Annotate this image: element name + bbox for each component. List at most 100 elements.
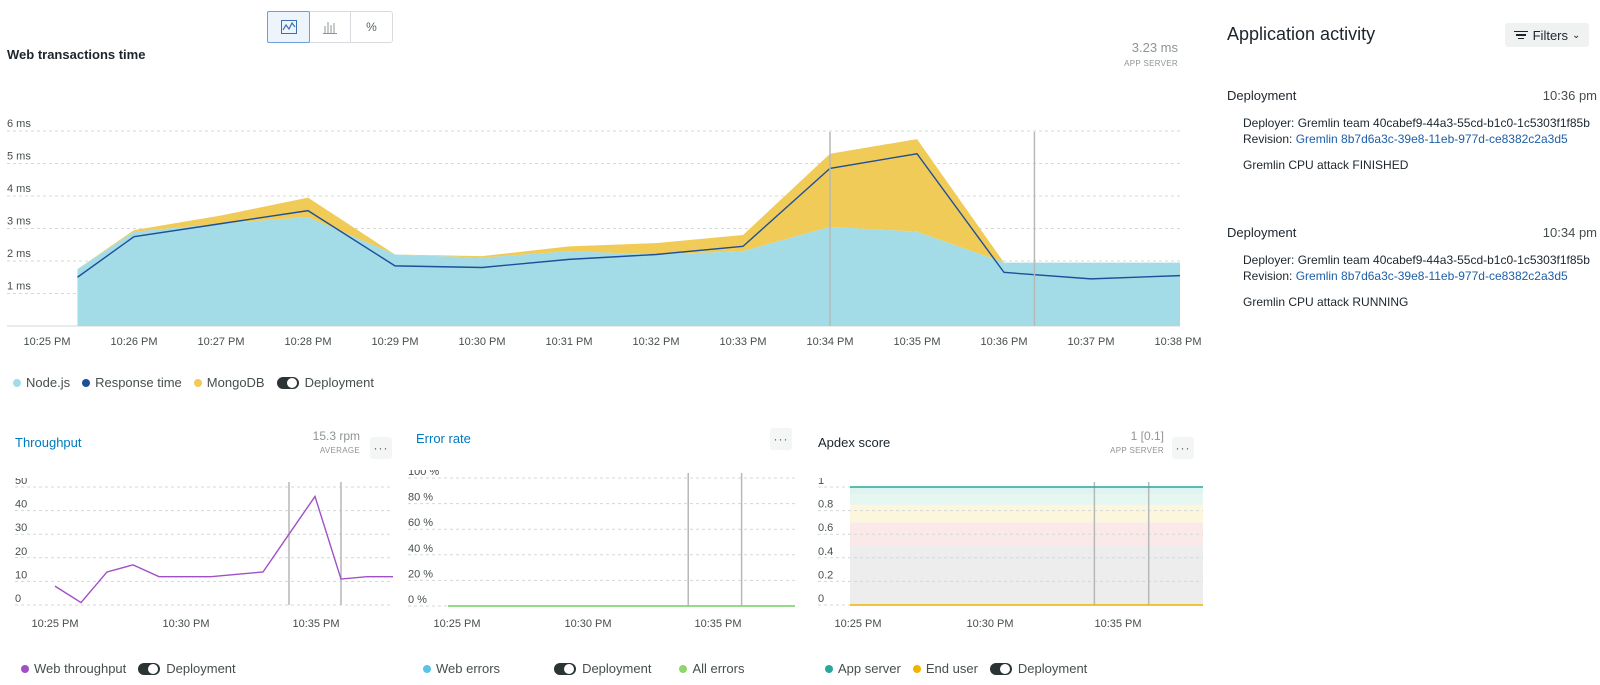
series-line (54, 494, 393, 604)
filters-button[interactable]: Filters ⌄ (1505, 23, 1589, 47)
x-tick-label: 10:36 PM (980, 336, 1027, 348)
y-tick-label: 100 % (408, 470, 439, 478)
nodejs-area (77, 217, 1181, 326)
legend-apdex-deployment[interactable]: Deployment (989, 661, 1087, 676)
x-tick-label: 10:38 PM (1154, 336, 1201, 348)
y-tick-label: 0 % (408, 594, 427, 606)
x-tick-label: 10:32 PM (632, 336, 679, 348)
line-chart-toggle[interactable] (267, 11, 310, 43)
mongodb-dot-icon (193, 378, 202, 387)
deployment-toggle-icon[interactable] (989, 662, 1012, 675)
apdex-band-fair (850, 522, 1203, 546)
y-tick-label: 0.4 (818, 546, 833, 558)
apdex-chart[interactable]: 0 0.2 0.4 0.6 0.8 1 10:25 PM 10:30 PM 10:35 PM (808, 478, 1208, 642)
apdex-band-good (850, 504, 1203, 523)
deployment-toggle-icon[interactable] (554, 662, 577, 675)
deployment-toggle-icon[interactable] (138, 662, 161, 675)
legend-mongodb[interactable]: MongoDB (193, 375, 265, 390)
y-tick-label: 20 % (408, 568, 433, 580)
apdex-legend: App server End user Deployment (825, 661, 1099, 676)
throughput-title[interactable]: Throughput (15, 435, 82, 450)
throughput-more-button[interactable]: ··· (370, 437, 392, 459)
apdex-band-excellent (850, 494, 1203, 505)
response-time-line (77, 152, 1181, 280)
event-revision: Revision: Gremlin 8b7d6a3c-39e8-11eb-977… (1243, 269, 1568, 283)
event-revision-link[interactable]: Gremlin 8b7d6a3c-39e8-11eb-977d-ce8382c2… (1295, 269, 1568, 283)
web-transactions-chart[interactable]: 1 ms 2 ms 3 ms 4 ms 5 ms 6 ms 10:25 PM 10:26 PM… (0, 110, 1205, 358)
x-tick-label: 10:31 PM (545, 336, 592, 348)
x-tick-label: 10:30 PM (966, 618, 1013, 630)
throughput-chart[interactable]: 0 10 20 30 40 50 10:25 PM 10:30 PM 10:35 PM (0, 478, 395, 642)
x-tick-label: 10:27 PM (197, 336, 244, 348)
event-revision-link[interactable]: Gremlin 8b7d6a3c-39e8-11eb-977d-ce8382c2… (1295, 132, 1568, 146)
apdex-title: Apdex score (818, 435, 891, 450)
main-chart-legend: Node.js Response time MongoDB Deployment (13, 375, 386, 390)
throughput-legend: Web throughput Deployment (21, 661, 248, 676)
deployment-toggle-icon[interactable] (276, 376, 299, 389)
event-time: 10:36 pm (1542, 88, 1597, 103)
y-tick-label: 0.2 (818, 569, 833, 581)
apdex-more-button[interactable]: ··· (1172, 437, 1194, 459)
throughput-value-label: AVERAGE (319, 446, 360, 455)
legend-web-errors[interactable]: Web errors (423, 661, 500, 676)
bar-chart-toggle[interactable] (309, 12, 351, 42)
x-tick-label: 10:35 PM (292, 618, 339, 630)
y-tick-label: 6 ms (7, 118, 31, 130)
x-tick-label: 10:35 PM (1094, 618, 1141, 630)
x-tick-label: 10:35 PM (694, 618, 741, 630)
x-tick-label: 10:25 PM (834, 618, 881, 630)
web-errors-dot-icon (423, 664, 431, 673)
legend-app-server[interactable]: App server (825, 661, 901, 676)
event-time: 10:34 pm (1542, 225, 1597, 240)
activity-title: Application activity (1227, 24, 1376, 44)
legend-all-errors[interactable]: All errors (679, 661, 744, 676)
end-user-dot-icon (912, 664, 921, 673)
legend-deployment-toggle[interactable]: Deployment (276, 375, 374, 390)
legend-nodejs[interactable]: Node.js (13, 375, 70, 390)
error-rate-chart[interactable]: 0 % 20 % 40 % 60 % 80 % 100 % 10:25 PM 10:30 PM… (400, 470, 800, 642)
legend-response-time[interactable]: Response time (82, 375, 182, 390)
response-time-dot-icon (82, 378, 91, 387)
filter-icon (1513, 29, 1528, 42)
bar-chart-icon (322, 22, 337, 34)
legend-web-throughput[interactable]: Web throughput (21, 661, 126, 676)
error-rate-more-button[interactable]: ··· (770, 428, 792, 450)
app-server-dot-icon (825, 664, 833, 673)
line-chart-icon (280, 20, 297, 34)
x-tick-label: 10:25 PM (31, 618, 78, 630)
web-throughput-dot-icon (21, 664, 29, 673)
x-tick-label: 10:26 PM (110, 336, 157, 348)
x-tick-label: 10:25 PM (433, 618, 480, 630)
nodejs-dot-icon (13, 378, 21, 387)
x-tick-label: 10:33 PM (719, 336, 766, 348)
y-tick-label: 50 (15, 478, 27, 487)
x-tick-label: 10:35 PM (893, 336, 940, 348)
legend-error-deployment[interactable]: Deployment (554, 661, 651, 676)
activity-event[interactable]: Deployment 10:34 pm Deployer: Gremlin te… (1227, 225, 1597, 310)
y-tick-label: 80 % (408, 492, 433, 504)
x-tick-label: 10:28 PM (284, 336, 331, 348)
error-rate-title[interactable]: Error rate (416, 431, 471, 446)
y-tick-label: 30 (15, 522, 27, 534)
activity-event[interactable]: Deployment 10:36 pm Deployer: Gremlin te… (1227, 88, 1597, 173)
error-rate-legend: Web errors Deployment All errors (423, 661, 756, 676)
y-tick-label: 0.6 (818, 522, 833, 534)
event-deployer: Deployer: Gremlin team 40cabef9-44a3-55c… (1243, 116, 1590, 130)
event-status: Gremlin CPU attack FINISHED (1243, 158, 1409, 172)
y-tick-label: 4 ms (7, 183, 31, 195)
x-tick-label: 10:37 PM (1067, 336, 1114, 348)
main-chart-title: Web transactions time (7, 47, 146, 62)
percent-icon: % (366, 20, 377, 34)
y-tick-label: 40 % (408, 543, 433, 555)
legend-throughput-deployment[interactable]: Deployment (138, 661, 236, 676)
x-tick-label: 10:30 PM (564, 618, 611, 630)
y-tick-label: 40 (15, 499, 27, 511)
y-tick-label: 0 (15, 593, 21, 605)
percent-toggle[interactable]: % (351, 12, 392, 42)
apdex-band-top (850, 487, 1203, 495)
main-chart-value: 3.23 ms (1131, 40, 1178, 55)
event-type: Deployment (1227, 88, 1297, 103)
chart-type-toggle: % (267, 11, 393, 43)
y-tick-label: 60 % (408, 517, 433, 529)
legend-end-user[interactable]: End user (912, 661, 978, 676)
